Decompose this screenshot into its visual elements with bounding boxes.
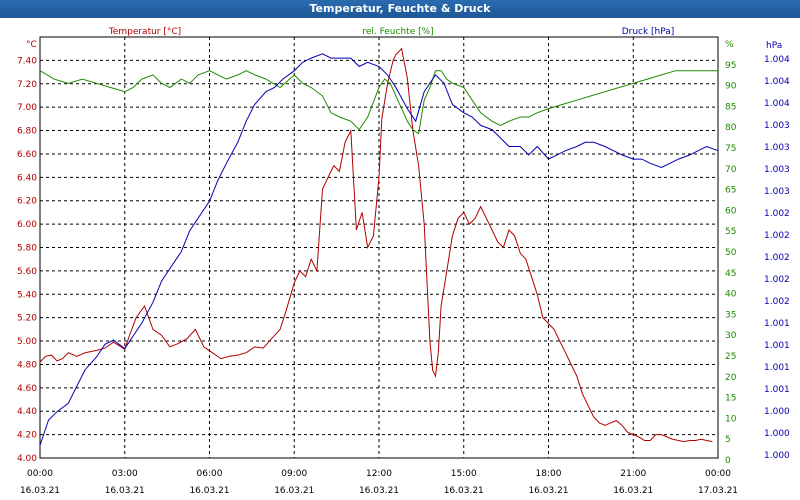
pressure-unit-label: hPa	[766, 41, 782, 51]
pressure-tick-label: 1.002	[764, 297, 790, 307]
humidity-tick-label: 45	[725, 269, 736, 279]
x-tick-time-label: 09:00	[281, 469, 307, 479]
temperature-tick-label: 7.00	[17, 103, 37, 113]
x-tick-date-label: 16.03.21	[528, 486, 568, 496]
series-label-humidity: rel. Feuchte [%]	[362, 27, 433, 37]
pressure-tick-label: 1.002	[764, 275, 790, 285]
pressure-tick-label: 1.002	[764, 231, 790, 241]
temperature-tick-label: 4.60	[17, 384, 37, 394]
temperature-tick-label: 7.40	[17, 56, 37, 66]
x-tick-date-label: 17.03.21	[698, 486, 738, 496]
x-tick-date-label: 16.03.21	[444, 486, 484, 496]
series-label-temperature: Temperatur [°C]	[108, 27, 181, 37]
x-tick-time-label: 21:00	[620, 469, 646, 479]
pressure-tick-label: 1.001	[764, 341, 790, 351]
pressure-tick-label: 1.002	[764, 209, 790, 219]
humidity-tick-label: 85	[725, 102, 736, 112]
temperature-tick-label: 6.80	[17, 127, 37, 137]
humidity-tick-label: 30	[725, 331, 737, 341]
series-line-temperature	[39, 47, 713, 443]
x-tick-date-label: 16.03.21	[20, 486, 60, 496]
temperature-tick-label: 4.00	[17, 454, 37, 464]
temperature-tick-label: 5.20	[17, 314, 37, 324]
pressure-tick-label: 1.004	[764, 99, 790, 109]
humidity-tick-label: 70	[725, 165, 737, 175]
humidity-tick-label: 10	[725, 414, 737, 424]
x-tick-date-label: 16.03.21	[189, 486, 229, 496]
pressure-tick-label: 1.003	[764, 143, 790, 153]
x-tick-time-label: 12:00	[366, 469, 392, 479]
temperature-tick-label: 5.60	[17, 267, 37, 277]
humidity-tick-label: 0	[725, 456, 731, 466]
x-tick-date-label: 16.03.21	[613, 486, 653, 496]
x-tick-date-label: 16.03.21	[359, 486, 399, 496]
pressure-tick-label: 1.003	[764, 121, 790, 131]
humidity-tick-label: %	[725, 40, 734, 50]
humidity-tick-label: 40	[725, 290, 737, 300]
humidity-tick-label: 50	[725, 248, 737, 258]
temperature-tick-label: 5.80	[17, 244, 37, 254]
temperature-tick-label: 6.40	[17, 173, 37, 183]
humidity-tick-label: 90	[725, 82, 737, 92]
pressure-tick-label: 1.004	[764, 55, 790, 65]
series-label-pressure: Druck [hPa]	[622, 27, 675, 37]
humidity-tick-label: 80	[725, 123, 737, 133]
temperature-tick-label: 7.20	[17, 80, 37, 90]
humidity-tick-label: 60	[725, 206, 737, 216]
temperature-unit-label: °C	[26, 40, 37, 50]
pressure-tick-label: 1.001	[764, 385, 790, 395]
pressure-tick-label: 1.000	[764, 429, 790, 439]
temperature-tick-label: 6.00	[17, 220, 37, 230]
humidity-tick-label: 55	[725, 227, 736, 237]
x-tick-time-label: 00:00	[705, 469, 731, 479]
x-tick-time-label: 15:00	[451, 469, 477, 479]
pressure-tick-label: 1.004	[764, 77, 790, 87]
temperature-tick-label: 5.40	[17, 290, 37, 300]
window-title: Temperatur, Feuchte & Druck	[0, 0, 800, 18]
pressure-tick-label: 1.003	[764, 165, 790, 175]
temperature-tick-label: 4.80	[17, 360, 37, 370]
x-tick-time-label: 00:00	[27, 469, 53, 479]
humidity-tick-label: 25	[725, 352, 736, 362]
series-line-humidity	[39, 70, 718, 135]
series-line-pressure	[39, 53, 719, 446]
pressure-tick-label: 1.001	[764, 363, 790, 373]
pressure-tick-label: 1.001	[764, 319, 790, 329]
pressure-tick-label: 1.003	[764, 187, 790, 197]
humidity-tick-label: 35	[725, 310, 736, 320]
x-tick-time-label: 06:00	[197, 469, 223, 479]
humidity-tick-label: 15	[725, 394, 736, 404]
temperature-tick-label: 4.40	[17, 407, 37, 417]
humidity-tick-label: 95	[725, 61, 736, 71]
temperature-tick-label: 6.20	[17, 197, 37, 207]
humidity-tick-label: 65	[725, 186, 736, 196]
humidity-tick-label: 75	[725, 144, 736, 154]
x-tick-time-label: 18:00	[536, 469, 562, 479]
pressure-tick-label: 1.000	[764, 407, 790, 417]
x-tick-date-label: 16.03.21	[274, 486, 314, 496]
temperature-tick-label: 5.00	[17, 337, 37, 347]
humidity-tick-label: 20	[725, 373, 737, 383]
pressure-tick-label: 1.000	[764, 451, 790, 461]
x-tick-date-label: 16.03.21	[105, 486, 145, 496]
temperature-tick-label: 6.60	[17, 150, 37, 160]
pressure-tick-label: 1.002	[764, 253, 790, 263]
humidity-tick-label: 5	[725, 435, 731, 445]
x-tick-time-label: 03:00	[112, 469, 138, 479]
temperature-tick-label: 4.20	[17, 431, 37, 441]
